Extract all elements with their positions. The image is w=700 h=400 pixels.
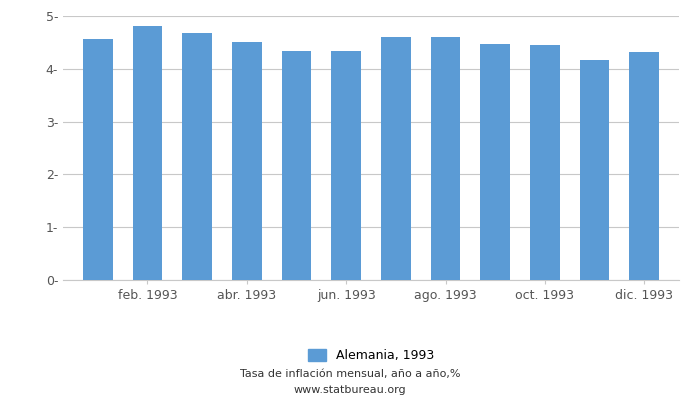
Text: www.statbureau.org: www.statbureau.org xyxy=(294,385,406,395)
Bar xyxy=(331,51,361,280)
Bar xyxy=(480,44,510,280)
Bar xyxy=(381,36,411,280)
Bar xyxy=(530,44,560,280)
Bar xyxy=(182,34,212,280)
Bar xyxy=(281,51,312,280)
Text: Tasa de inflación mensual, año a año,%: Tasa de inflación mensual, año a año,% xyxy=(239,369,461,379)
Bar xyxy=(232,42,262,280)
Bar xyxy=(430,36,461,280)
Bar xyxy=(580,60,610,280)
Legend: Alemania, 1993: Alemania, 1993 xyxy=(302,344,440,367)
Bar xyxy=(629,52,659,280)
Bar xyxy=(83,39,113,280)
Bar xyxy=(132,26,162,280)
